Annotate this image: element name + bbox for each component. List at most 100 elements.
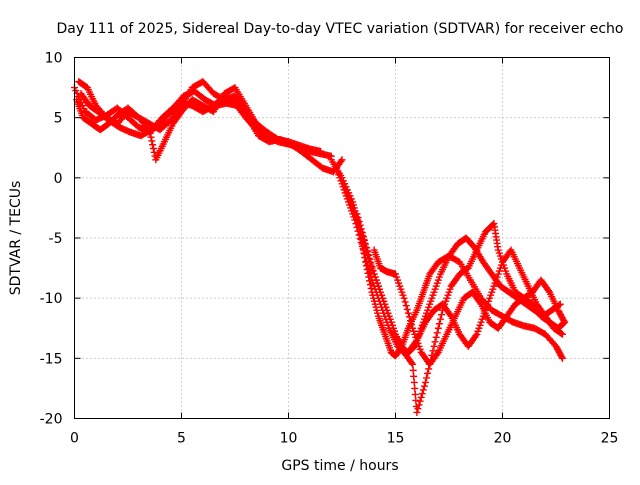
data-point <box>337 157 345 165</box>
data-point <box>432 333 440 341</box>
data-point <box>545 287 553 295</box>
data-point <box>357 225 365 233</box>
data-point <box>557 330 565 338</box>
data-point <box>149 145 157 153</box>
data-point <box>409 366 417 374</box>
data-point <box>402 302 410 310</box>
data-point <box>355 217 363 225</box>
data-point <box>476 299 484 307</box>
data-point <box>431 338 439 346</box>
series-track-8 <box>353 210 566 356</box>
y-tick-label: -5 <box>49 231 63 247</box>
data-point <box>411 384 419 392</box>
data-point <box>558 330 566 338</box>
data-point <box>338 156 346 164</box>
data-point <box>405 313 413 321</box>
data-point <box>317 147 325 155</box>
data-point <box>413 408 421 416</box>
data-point <box>364 248 372 256</box>
data-point <box>416 397 424 405</box>
data-point <box>472 332 480 340</box>
data-point <box>429 347 437 355</box>
data-point <box>410 378 418 386</box>
data-point <box>436 315 444 323</box>
data-point <box>420 382 428 390</box>
data-point <box>408 320 416 328</box>
y-tick-label: 10 <box>45 51 63 67</box>
y-tick-label: -15 <box>40 351 63 367</box>
data-point <box>354 214 362 222</box>
data-point <box>367 259 375 267</box>
data-point <box>243 112 251 120</box>
y-tick-label: -20 <box>40 412 63 428</box>
series-track-4 <box>77 87 346 176</box>
chart-title: Day 111 of 2025, Sidereal Day-to-day VTE… <box>57 21 624 37</box>
data-point <box>425 365 433 373</box>
data-point <box>433 329 441 337</box>
x-tick-label: 20 <box>494 431 512 447</box>
data-point <box>369 266 377 274</box>
data-point <box>149 141 157 149</box>
data-point <box>401 298 409 306</box>
series-track-3 <box>75 78 271 164</box>
x-tick-label: 5 <box>177 431 186 447</box>
data-point <box>560 319 568 327</box>
data-point <box>359 232 367 240</box>
data-point <box>400 294 408 302</box>
data-point <box>409 360 417 368</box>
data-point <box>561 318 569 326</box>
series-track-9 <box>370 246 569 368</box>
data-point <box>404 309 412 317</box>
data-point <box>403 305 411 313</box>
data-point <box>419 386 427 394</box>
grid <box>74 57 610 419</box>
data-point <box>417 393 425 401</box>
data-point <box>556 300 564 308</box>
data-series <box>71 78 569 416</box>
data-point <box>414 405 422 413</box>
data-point <box>147 133 155 141</box>
data-point <box>415 401 423 409</box>
x-tick-label: 25 <box>601 431 619 447</box>
x-tick-label: 15 <box>387 431 405 447</box>
data-point <box>434 324 442 332</box>
data-point <box>433 350 441 358</box>
data-point <box>368 263 376 271</box>
x-tick-label: 0 <box>70 431 79 447</box>
data-point <box>353 210 361 218</box>
data-point <box>406 317 414 325</box>
data-point <box>408 359 416 367</box>
data-point <box>356 221 364 229</box>
x-tick-label: 10 <box>280 431 298 447</box>
data-point <box>438 311 446 319</box>
data-point <box>366 255 374 263</box>
y-tick-label: -10 <box>40 291 63 307</box>
data-point <box>558 354 566 362</box>
data-point <box>418 390 426 398</box>
data-point <box>360 236 368 244</box>
data-point <box>411 390 419 398</box>
data-point <box>424 369 432 377</box>
data-point <box>365 251 373 259</box>
axis-ticks: 0 5 10 15 20 25 -20 -15 -10 -5 0 5 10 <box>40 51 619 447</box>
data-point <box>362 240 370 248</box>
data-point <box>423 374 431 382</box>
y-axis-label: SDTVAR / TECUs <box>8 181 24 296</box>
data-point <box>430 342 438 350</box>
data-point <box>421 378 429 386</box>
data-point <box>435 320 443 328</box>
data-point <box>410 372 418 380</box>
data-point <box>446 311 454 319</box>
data-point <box>358 229 366 237</box>
data-point <box>558 353 566 361</box>
data-point <box>363 244 371 252</box>
data-point <box>148 137 156 145</box>
x-axis-label: GPS time / hours <box>281 458 398 474</box>
data-point <box>559 320 567 328</box>
data-point <box>412 396 420 404</box>
y-tick-label: 0 <box>54 171 63 187</box>
data-point <box>150 148 158 156</box>
y-tick-label: 5 <box>54 111 63 127</box>
